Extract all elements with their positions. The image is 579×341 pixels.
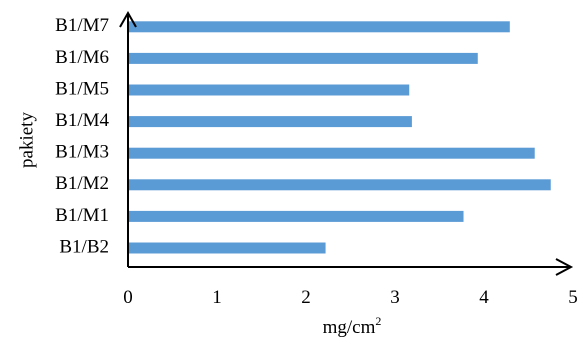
category-label-b1-m3: B1/M3 [55,142,109,163]
x-tick-label-1: 1 [212,287,222,308]
category-label-b1-m7: B1/M7 [55,15,109,36]
category-label-b1-m1: B1/M1 [55,205,109,226]
category-label-b1-m5: B1/M5 [55,78,109,99]
x-tick-label-5: 5 [568,287,578,308]
x-tick-label-3: 3 [390,287,400,308]
category-label-b1-m6: B1/M6 [55,47,109,68]
x-tick-label-2: 2 [301,287,311,308]
x-tick-label-4: 4 [479,287,489,308]
x-axis-title-main: mg/cm [323,317,376,338]
category-label-b1-m4: B1/M4 [55,110,109,131]
x-axis-title-superscript: 2 [375,314,381,328]
bar-b1-m3 [128,147,535,159]
y-axis-title: pakiety [16,112,37,168]
bar-b1-m5 [128,84,410,96]
x-axis-arrow [555,258,574,276]
bar-b1-m4 [128,116,412,128]
x-tick-label-0: 0 [123,287,133,308]
bar-b1-b2 [128,242,326,254]
bar-b1-m2 [128,179,551,191]
bar-b1-m1 [128,210,464,222]
x-tick-labels-group: 0 1 2 3 4 5 [123,287,578,308]
x-axis-title: mg/cm2 [323,314,382,338]
category-labels-group: B1/B2 B1/M1 B1/M2 B1/M3 B1/M4 B1/M5 B1/M6 B1/M7 [55,15,109,257]
bars-group [128,21,551,254]
bar-b1-m6 [128,52,478,64]
y-axis-arrow [119,10,137,28]
bar-b1-m7 [128,21,510,33]
category-label-b1-m2: B1/M2 [55,173,109,194]
category-label-b1-b2: B1/B2 [59,236,109,257]
